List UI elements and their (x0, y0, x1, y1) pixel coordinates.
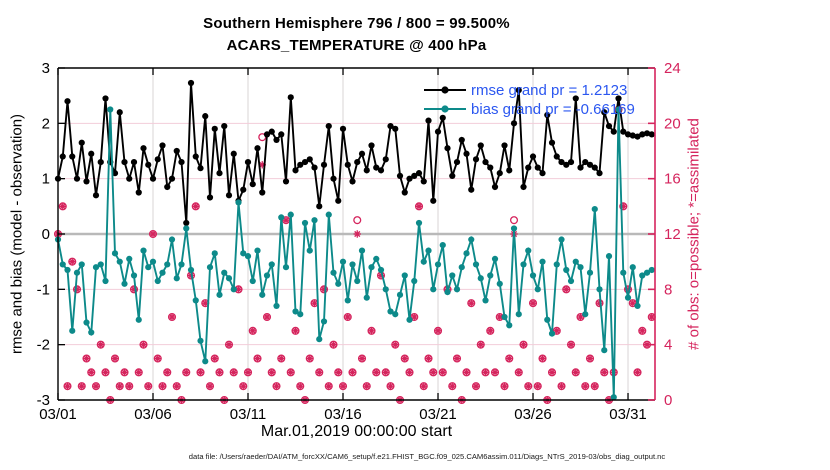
data-file-path-note: data file: /Users/raeder/DAI/ATM_forcXX/… (188, 452, 666, 461)
y-right-tick-label: 16 (664, 171, 681, 188)
y-right-tick-label: 4 (664, 337, 672, 354)
y-left-tick-label: 2 (42, 115, 50, 132)
legend-rmse-sample-marker (441, 86, 449, 94)
x-tick-label: 03/01 (39, 406, 77, 423)
plot-title-region-stats: Southern Hemisphere 796 / 800 = 99.500% (203, 15, 510, 32)
axis-tick-labels: 03/01 03/06 03/11 03/16 03/21 03/26 03/31 3 2 1 0 -… (37, 60, 681, 423)
bias-series (54, 106, 655, 401)
y-left-tick-label: 0 (42, 226, 50, 243)
y-right-tick-label: 0 (664, 392, 672, 409)
x-tick-label: 03/26 (514, 406, 552, 423)
y-left-tick-label: -2 (37, 337, 50, 354)
y-right-tick-label: 20 (664, 115, 681, 132)
gridlines (58, 68, 655, 400)
x-axis-label: Mar.01,2019 00:00:00 start (260, 423, 453, 440)
x-tick-label: 03/11 (230, 406, 266, 423)
x-tick-label: 03/31 (609, 406, 647, 423)
axes-frame (57, 67, 656, 401)
x-tick-label: 03/16 (324, 406, 362, 423)
x-tick-label: 03/06 (134, 406, 172, 423)
y-left-tick-label: 3 (42, 60, 50, 77)
legend-bias-sample-marker (441, 105, 449, 113)
obs-count-markers (53, 105, 656, 405)
y-right-tick-label: 24 (664, 60, 681, 77)
plot-title-variable: ACARS_TEMPERATURE @ 400 hPa (226, 37, 487, 54)
legend-bias-label: bias grand pr = -0.66169 (471, 101, 635, 118)
x-tick-label: 03/21 (419, 406, 457, 423)
y-left-tick-label: -1 (37, 281, 50, 298)
y-right-tick-label: 12 (664, 226, 681, 243)
y-left-tick-label: -3 (37, 392, 50, 409)
y-left-tick-label: 1 (42, 171, 50, 188)
legend-rmse-label: rmse grand pr = 1.2123 (471, 82, 627, 99)
y-right-tick-label: 8 (664, 281, 672, 298)
legend: rmse grand pr = 1.2123 bias grand pr = -… (424, 82, 635, 118)
